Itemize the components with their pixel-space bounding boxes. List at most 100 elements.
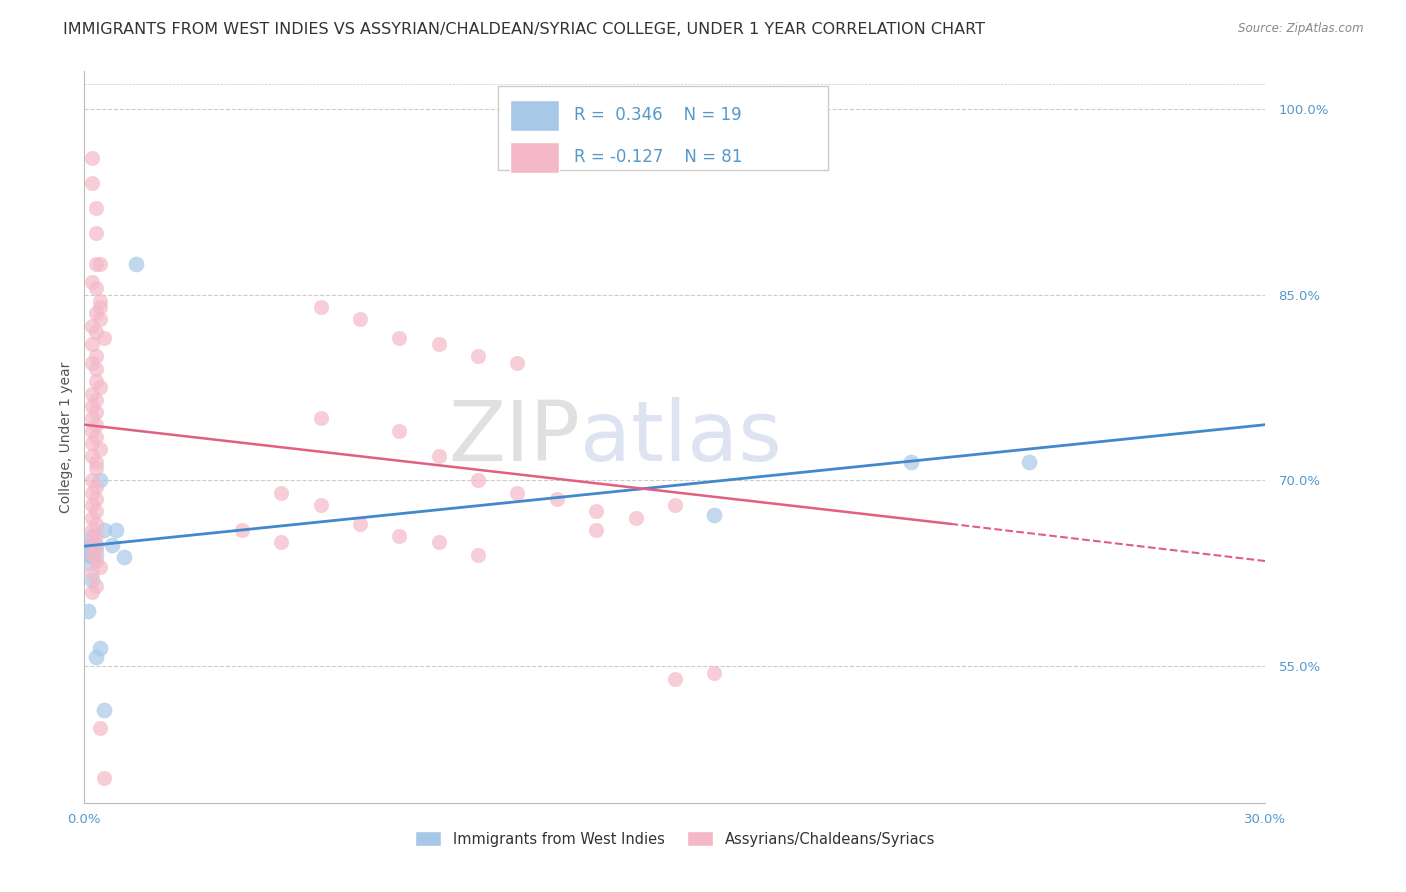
Point bbox=[82, 449, 104, 463]
Point bbox=[84, 374, 107, 388]
Point bbox=[467, 548, 489, 562]
Point bbox=[89, 312, 111, 326]
Point bbox=[467, 474, 489, 488]
Point bbox=[82, 573, 104, 587]
Text: Source: ZipAtlas.com: Source: ZipAtlas.com bbox=[1239, 22, 1364, 36]
FancyBboxPatch shape bbox=[498, 86, 828, 170]
Point bbox=[84, 541, 107, 556]
Point bbox=[82, 566, 104, 581]
Point bbox=[84, 417, 107, 432]
Point bbox=[82, 535, 104, 549]
Point bbox=[427, 449, 450, 463]
Text: ZIP: ZIP bbox=[449, 397, 581, 477]
Point bbox=[82, 411, 104, 425]
Point bbox=[82, 151, 104, 165]
Point bbox=[89, 442, 111, 457]
Point bbox=[89, 300, 111, 314]
Point bbox=[84, 350, 107, 364]
Point bbox=[900, 455, 922, 469]
Point bbox=[84, 281, 107, 295]
Point bbox=[112, 550, 135, 565]
Point bbox=[84, 455, 107, 469]
Point bbox=[467, 350, 489, 364]
Point bbox=[84, 430, 107, 444]
Point bbox=[349, 312, 371, 326]
FancyBboxPatch shape bbox=[509, 142, 560, 173]
Point bbox=[427, 337, 450, 351]
Point bbox=[84, 392, 107, 407]
Point bbox=[82, 399, 104, 413]
Point bbox=[82, 424, 104, 438]
Text: atlas: atlas bbox=[581, 397, 782, 477]
Point bbox=[82, 275, 104, 289]
Point bbox=[82, 474, 104, 488]
Point bbox=[82, 486, 104, 500]
Point bbox=[703, 665, 725, 680]
Point bbox=[84, 516, 107, 531]
Point bbox=[77, 548, 100, 562]
Point bbox=[84, 201, 107, 215]
Point bbox=[104, 523, 127, 537]
Point bbox=[349, 516, 371, 531]
Point bbox=[101, 538, 124, 552]
Point bbox=[89, 722, 111, 736]
Point bbox=[82, 585, 104, 599]
Text: R =  0.346    N = 19: R = 0.346 N = 19 bbox=[575, 106, 742, 124]
Point bbox=[82, 538, 104, 552]
Point bbox=[93, 331, 115, 345]
Point bbox=[309, 498, 332, 512]
Point bbox=[84, 306, 107, 320]
Point bbox=[89, 380, 111, 394]
FancyBboxPatch shape bbox=[509, 100, 560, 131]
Point bbox=[82, 386, 104, 401]
Point bbox=[82, 498, 104, 512]
Point bbox=[270, 535, 292, 549]
Point bbox=[624, 510, 647, 524]
Point bbox=[84, 405, 107, 419]
Point bbox=[84, 491, 107, 506]
Point bbox=[427, 535, 450, 549]
Point bbox=[84, 325, 107, 339]
Point bbox=[84, 538, 107, 552]
Point bbox=[84, 554, 107, 568]
Point bbox=[84, 480, 107, 494]
Point bbox=[93, 703, 115, 717]
Point bbox=[82, 523, 104, 537]
Point bbox=[82, 548, 104, 562]
Point bbox=[270, 486, 292, 500]
Point bbox=[1018, 455, 1040, 469]
Point bbox=[309, 411, 332, 425]
Legend: Immigrants from West Indies, Assyrians/Chaldeans/Syriacs: Immigrants from West Indies, Assyrians/C… bbox=[415, 831, 935, 847]
Point bbox=[89, 256, 111, 270]
Point bbox=[89, 640, 111, 655]
Point bbox=[84, 461, 107, 475]
Point bbox=[89, 474, 111, 488]
Point bbox=[84, 256, 107, 270]
Point bbox=[664, 498, 686, 512]
Point bbox=[506, 356, 529, 370]
Point bbox=[388, 424, 411, 438]
Text: R = -0.127    N = 81: R = -0.127 N = 81 bbox=[575, 148, 742, 167]
Point bbox=[82, 356, 104, 370]
Point bbox=[82, 550, 104, 565]
Point bbox=[84, 362, 107, 376]
Point bbox=[546, 491, 568, 506]
Point bbox=[82, 337, 104, 351]
Point bbox=[82, 176, 104, 190]
Point bbox=[89, 293, 111, 308]
Point bbox=[84, 649, 107, 664]
Point bbox=[89, 560, 111, 574]
Point bbox=[703, 508, 725, 523]
Point bbox=[93, 771, 115, 785]
Point bbox=[82, 529, 104, 543]
Point bbox=[585, 504, 607, 518]
Point bbox=[124, 256, 146, 270]
Point bbox=[388, 529, 411, 543]
Point bbox=[82, 510, 104, 524]
Text: IMMIGRANTS FROM WEST INDIES VS ASSYRIAN/CHALDEAN/SYRIAC COLLEGE, UNDER 1 YEAR CO: IMMIGRANTS FROM WEST INDIES VS ASSYRIAN/… bbox=[63, 22, 986, 37]
Y-axis label: College, Under 1 year: College, Under 1 year bbox=[59, 361, 73, 513]
Point bbox=[309, 300, 332, 314]
Point bbox=[388, 331, 411, 345]
Point bbox=[84, 504, 107, 518]
Point bbox=[664, 672, 686, 686]
